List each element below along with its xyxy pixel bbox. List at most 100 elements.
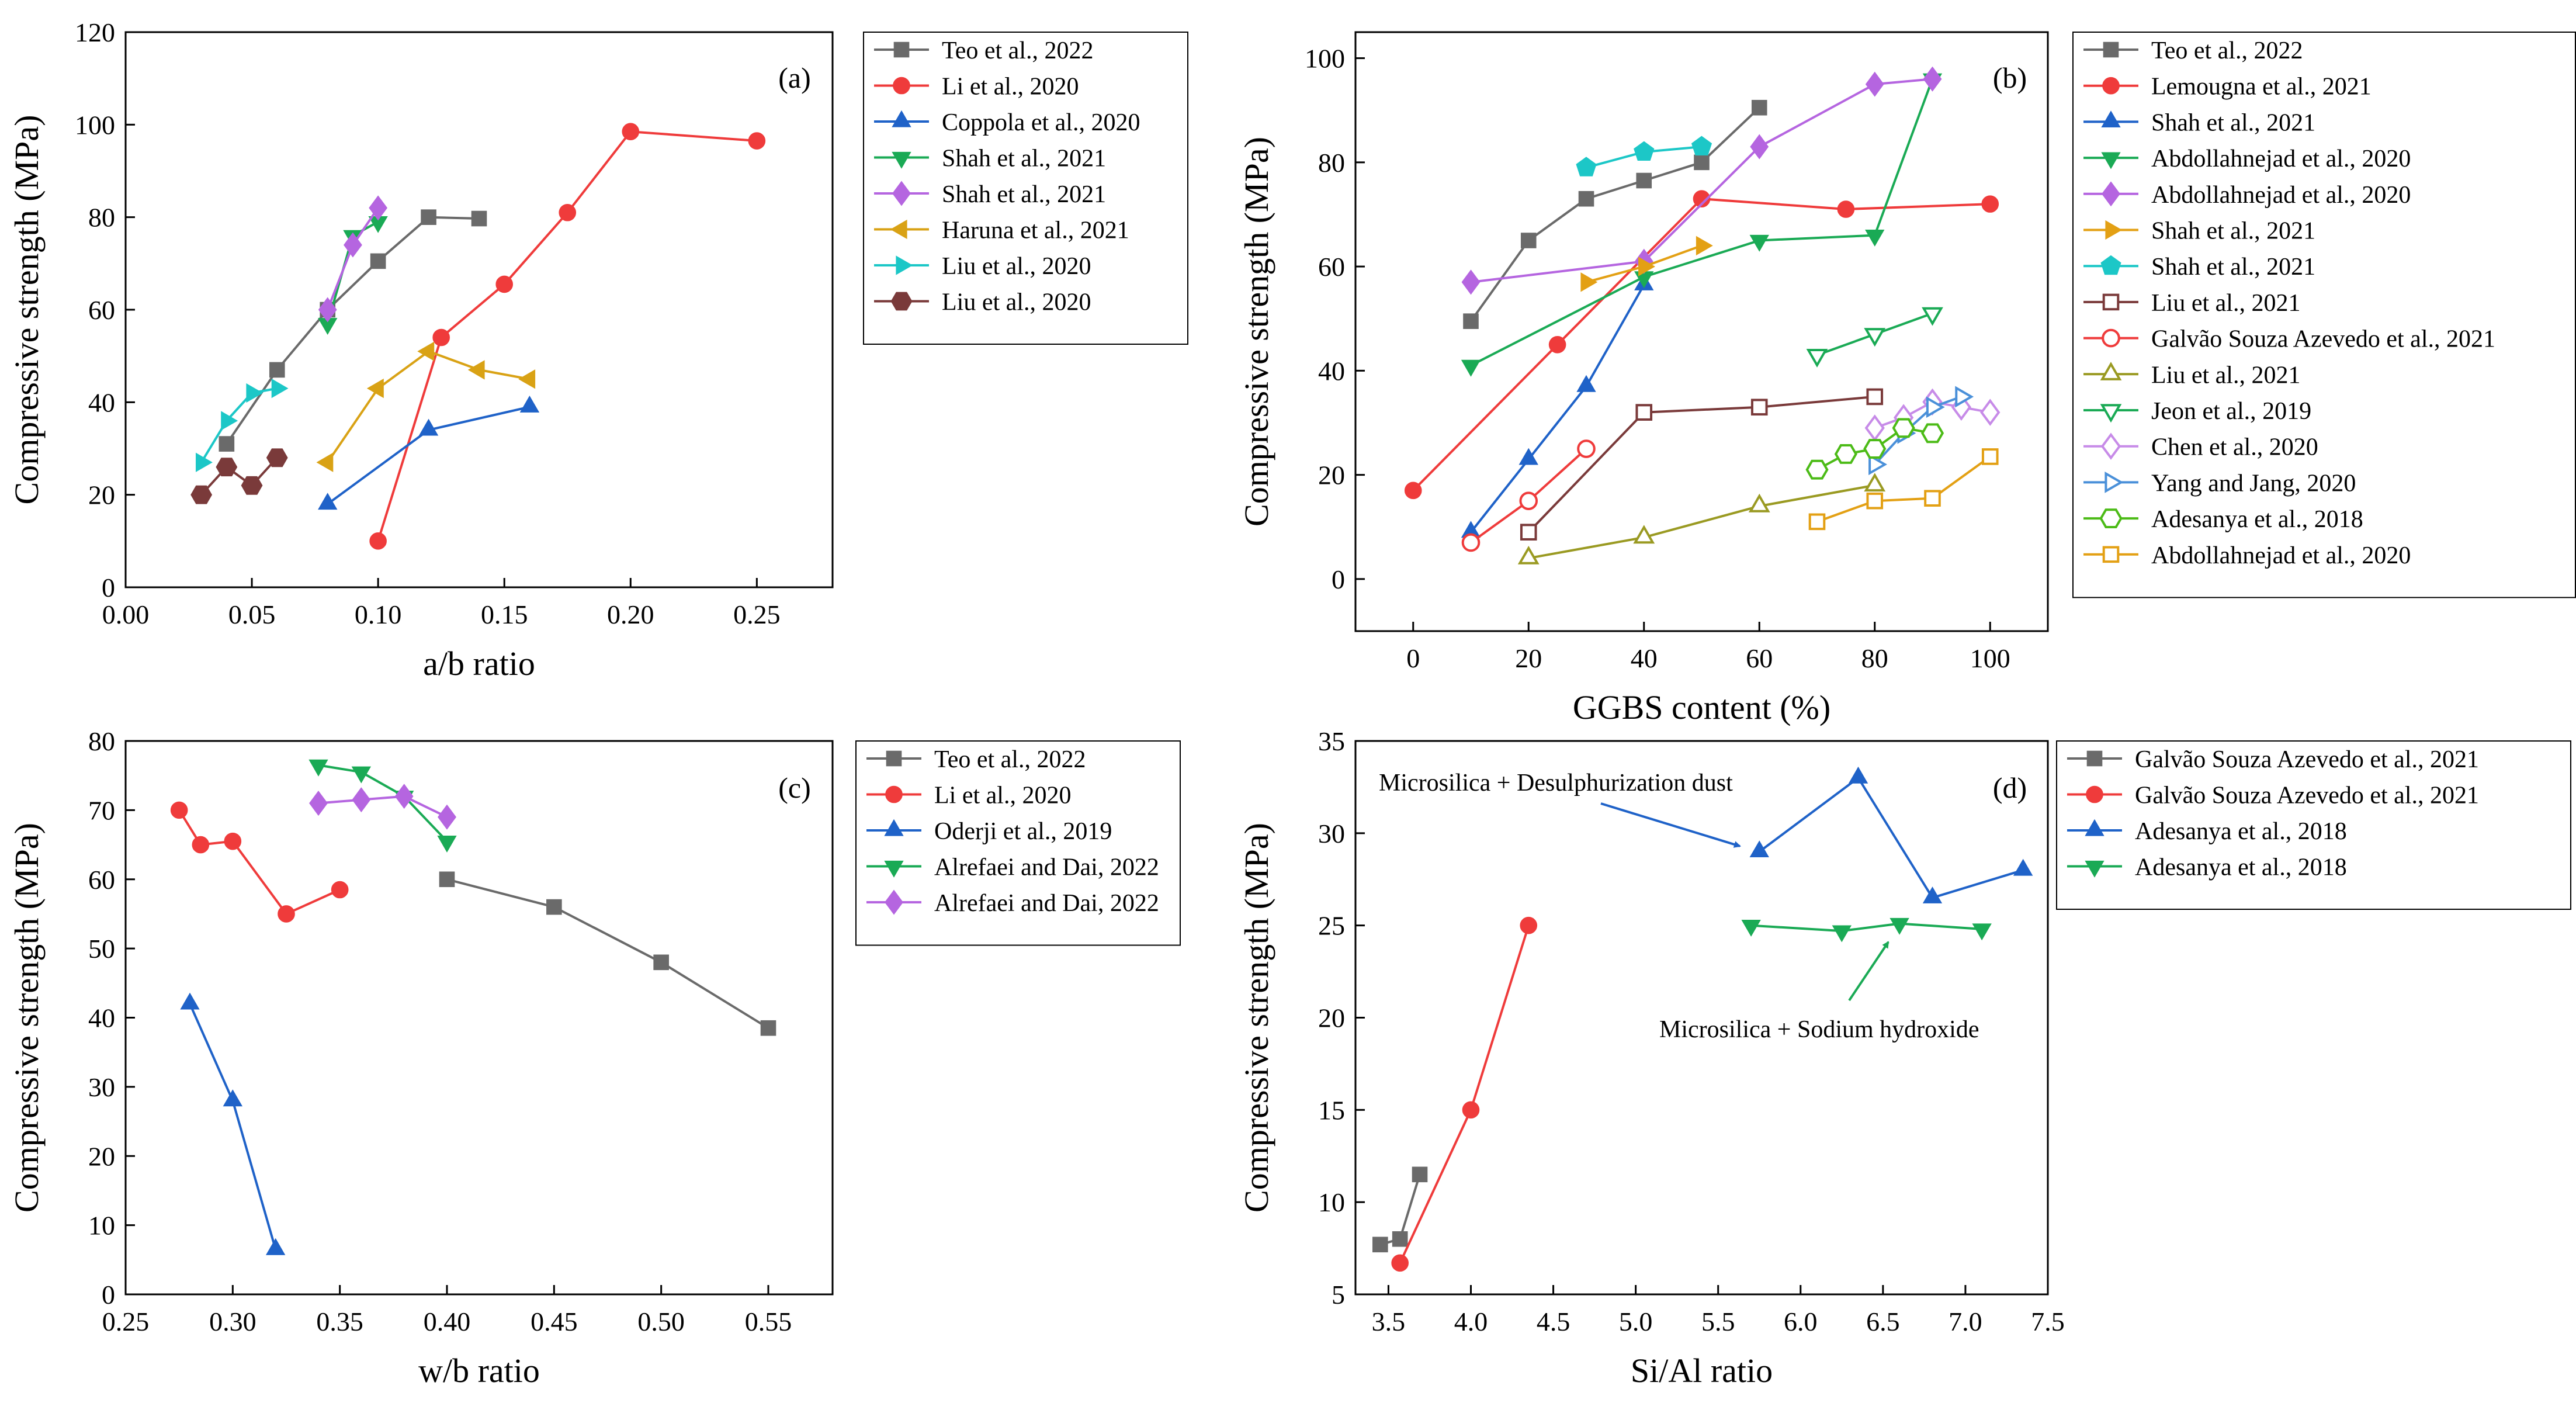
data-point bbox=[1636, 172, 1652, 189]
data-point bbox=[351, 766, 372, 784]
legend-marker bbox=[890, 292, 913, 311]
y-axis-label: Compressive strength (MPa) bbox=[1237, 823, 1275, 1213]
series-line bbox=[1527, 395, 1875, 534]
y-tick-label: 100 bbox=[1305, 44, 1345, 74]
data-point bbox=[1548, 335, 1566, 354]
data-point bbox=[1892, 418, 1915, 438]
data-point bbox=[1693, 190, 1711, 208]
legend-entry: Abdollahnejad et al., 2020 bbox=[2083, 181, 2411, 209]
x-tick-label: 0.45 bbox=[531, 1307, 578, 1336]
legend-label: Alrefaei and Dai, 2022 bbox=[934, 854, 1159, 881]
legend-label: Adesanya et al., 2018 bbox=[2135, 854, 2347, 881]
legend-label: Adesanya et al., 2018 bbox=[2151, 506, 2363, 533]
y-tick-label: 30 bbox=[1318, 819, 1345, 848]
series-3 bbox=[1741, 917, 1992, 943]
data-point bbox=[1520, 524, 1537, 541]
legend-entry: Abdollahnejad et al., 2020 bbox=[2083, 542, 2411, 569]
data-point bbox=[1461, 359, 1481, 377]
legend-box bbox=[2056, 740, 2571, 910]
data-point bbox=[1638, 257, 1656, 276]
legend-entry: Teo et al., 2022 bbox=[874, 37, 1094, 64]
data-point bbox=[221, 411, 238, 431]
legend-marker bbox=[896, 255, 913, 275]
legend-marker bbox=[2099, 508, 2123, 528]
y-tick-label: 10 bbox=[1318, 1187, 1345, 1217]
legend-entry: Shah et al., 2021 bbox=[2083, 254, 2315, 280]
legend-marker bbox=[2100, 404, 2122, 423]
legend-marker bbox=[2102, 328, 2120, 348]
series-0 bbox=[439, 871, 776, 1036]
data-point bbox=[1972, 923, 1992, 941]
legend-entry: Alrefaei and Dai, 2022 bbox=[866, 854, 1159, 881]
x-tick-label: 3.5 bbox=[1372, 1307, 1406, 1336]
legend-entry: Liu et al., 2021 bbox=[2083, 362, 2300, 389]
x-tick-label: 4.0 bbox=[1454, 1307, 1488, 1336]
data-point bbox=[1518, 448, 1538, 465]
legend-entry: Teo et al., 2022 bbox=[2083, 37, 2303, 64]
plot-frame bbox=[1354, 31, 2049, 632]
data-point bbox=[1517, 546, 1540, 564]
panel-label: (c) bbox=[778, 771, 811, 804]
series-6 bbox=[196, 378, 289, 472]
y-tick-label: 0 bbox=[102, 573, 115, 602]
data-point bbox=[1576, 375, 1596, 392]
series-line bbox=[226, 216, 480, 445]
y-tick-label: 35 bbox=[1318, 726, 1345, 756]
legend-label: Teo et al., 2022 bbox=[942, 37, 1094, 64]
chart-panel-b: 0 20 40 60 80 100 0 20 40 60 80 100 GGBS content (%)… bbox=[1237, 31, 2576, 726]
data-point bbox=[1635, 404, 1653, 421]
data-point bbox=[1848, 766, 1868, 784]
data-point bbox=[519, 395, 540, 413]
legend-marker bbox=[2102, 181, 2120, 207]
data-point bbox=[308, 759, 328, 777]
data-point bbox=[418, 418, 439, 436]
series-line bbox=[377, 130, 757, 542]
legend-label: Abdollahnejad et al., 2020 bbox=[2151, 182, 2411, 209]
legend-marker bbox=[2086, 750, 2103, 767]
data-point bbox=[170, 801, 188, 819]
panel-label: (a) bbox=[778, 61, 811, 94]
data-point bbox=[467, 360, 485, 380]
y-tick-label: 100 bbox=[75, 110, 115, 140]
series-10 bbox=[1806, 307, 1943, 368]
data-point bbox=[1751, 99, 1767, 116]
data-point bbox=[1519, 491, 1538, 510]
legend-marker bbox=[892, 110, 911, 127]
data-point bbox=[223, 1089, 243, 1107]
legend-marker bbox=[2101, 152, 2121, 169]
data-point bbox=[370, 253, 386, 269]
data-point bbox=[1412, 1166, 1428, 1183]
series-0 bbox=[1463, 99, 1767, 329]
x-tick-label: 6.5 bbox=[1866, 1307, 1900, 1336]
x-tick-label: 6.0 bbox=[1784, 1307, 1818, 1336]
legend-label: Teo et al., 2022 bbox=[2151, 37, 2303, 64]
legend-label: Coppola et al., 2020 bbox=[942, 109, 1140, 136]
data-point bbox=[495, 275, 514, 293]
data-point bbox=[394, 784, 414, 809]
legend-label: Haruna et al., 2021 bbox=[942, 217, 1129, 244]
legend-marker bbox=[2105, 472, 2124, 493]
data-point bbox=[438, 804, 456, 830]
series-2 bbox=[180, 992, 286, 1255]
data-point bbox=[1837, 200, 1855, 218]
y-tick-label: 5 bbox=[1332, 1280, 1345, 1310]
data-point bbox=[219, 436, 235, 452]
legend-entry: Lemougna et al., 2021 bbox=[2083, 74, 2372, 101]
x-tick-label: 7.5 bbox=[2031, 1307, 2065, 1336]
x-tick-label: 0.55 bbox=[745, 1307, 792, 1336]
legend-label: Abdollahnejad et al., 2020 bbox=[2151, 542, 2411, 569]
legend-label: Shah et al., 2021 bbox=[2151, 218, 2315, 245]
series-line bbox=[446, 878, 769, 1030]
data-point bbox=[1865, 230, 1885, 247]
chart-panel-a: 0.00 0.05 0.10 0.15 0.20 0.25 0 20 40 60 80 100 120 a… bbox=[8, 18, 1188, 683]
data-point bbox=[1520, 916, 1538, 934]
data-point bbox=[1865, 71, 1884, 97]
x-tick-label: 0.25 bbox=[102, 1307, 150, 1336]
series-1 bbox=[1391, 916, 1538, 1272]
data-point bbox=[1461, 269, 1481, 295]
legend-label: Lemougna et al., 2021 bbox=[2151, 74, 2372, 101]
series-line bbox=[1469, 106, 1760, 322]
legend-entry: Teo et al., 2022 bbox=[866, 746, 1086, 773]
legend-marker bbox=[2100, 432, 2121, 460]
